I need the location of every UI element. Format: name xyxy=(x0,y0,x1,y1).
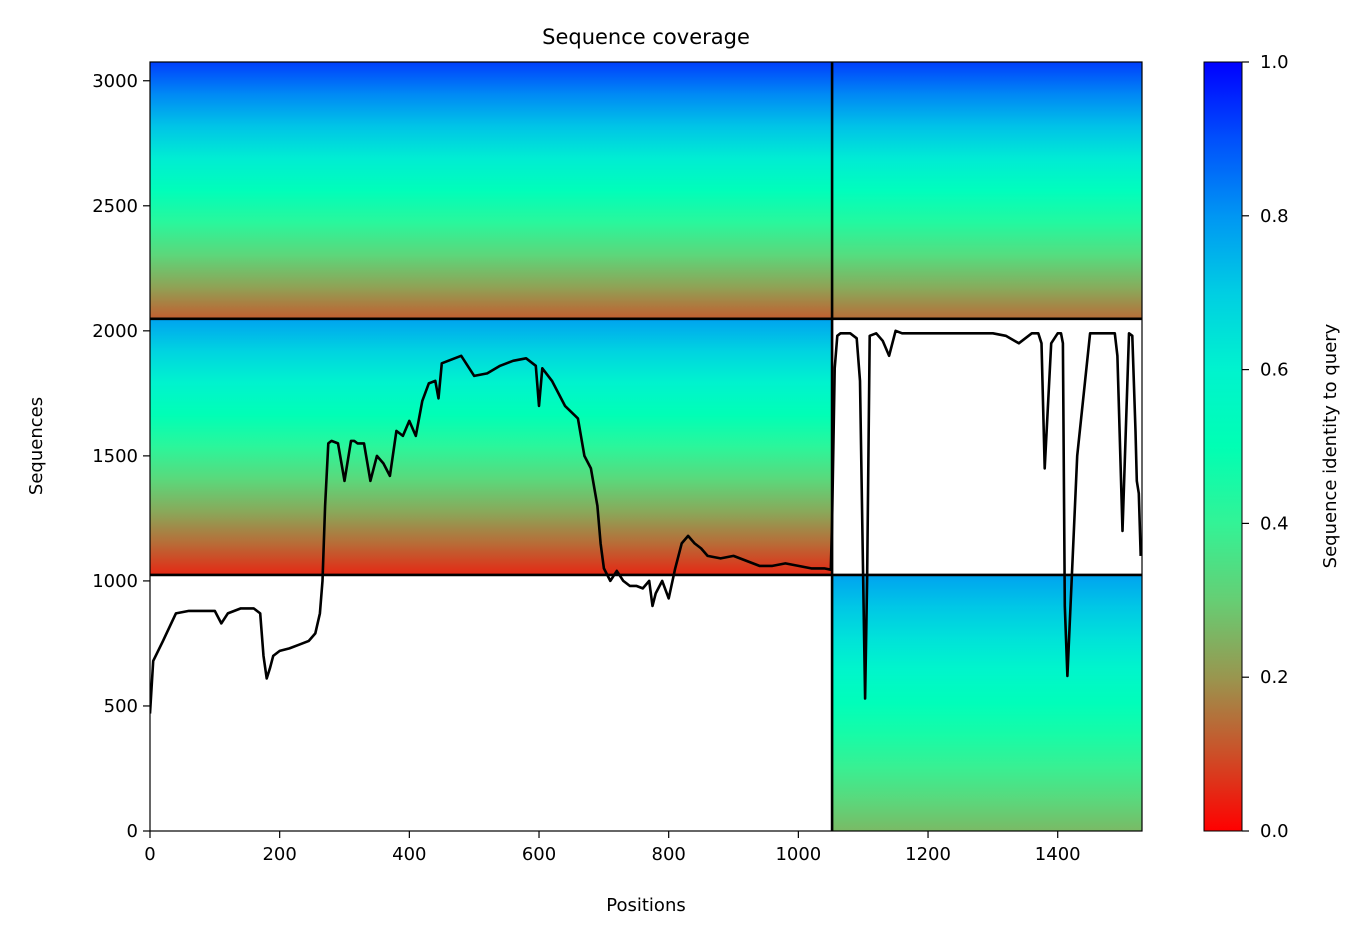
y-tick-label: 1500 xyxy=(92,446,138,467)
x-tick-label: 1000 xyxy=(775,844,821,865)
coverage-heatmap xyxy=(150,62,1142,831)
x-tick-label: 600 xyxy=(522,844,556,865)
y-tick-label: 500 xyxy=(104,696,138,717)
coverage-block xyxy=(832,574,1142,831)
y-tick-label: 2000 xyxy=(92,321,138,342)
x-tick-label: 1400 xyxy=(1035,844,1081,865)
colorbar-tick-label: 0.2 xyxy=(1260,667,1289,688)
colorbar-tick-label: 1.0 xyxy=(1260,52,1289,73)
y-tick-label: 3000 xyxy=(92,71,138,92)
coverage-block xyxy=(150,62,833,319)
coverage-block xyxy=(832,62,1142,319)
colorbar-tick-label: 0.4 xyxy=(1260,513,1289,534)
coverage-block xyxy=(150,318,833,575)
y-tick-label: 0 xyxy=(127,821,138,842)
coverage-line xyxy=(150,329,1142,714)
colorbar xyxy=(1203,61,1243,832)
colorbar-tick-label: 0.0 xyxy=(1260,821,1289,842)
x-tick-label: 1200 xyxy=(905,844,951,865)
y-tick-label: 1000 xyxy=(92,571,138,592)
coverage-polyline xyxy=(150,329,1142,714)
y-axis-ticks: 0 500 1000 1500 2000 2500 3000 xyxy=(92,71,150,842)
colorbar-ticks: 0.0 0.2 0.4 0.6 0.8 1.0 xyxy=(1242,52,1289,842)
x-tick-label: 0 xyxy=(144,844,155,865)
plot-frame xyxy=(149,61,1143,832)
x-tick-label: 200 xyxy=(262,844,296,865)
y-axis-label: Sequences xyxy=(26,397,47,495)
y-tick-label: 2500 xyxy=(92,196,138,217)
colorbar-tick-label: 0.8 xyxy=(1260,206,1289,227)
x-axis-label: Positions xyxy=(606,895,685,916)
x-axis-ticks: 0 200 400 600 800 1000 1200 1400 xyxy=(144,831,1081,865)
colorbar-label: Sequence identity to query xyxy=(1320,323,1341,568)
chart-title: Sequence coverage xyxy=(542,25,750,49)
x-tick-label: 400 xyxy=(392,844,426,865)
colorbar-tick-label: 0.6 xyxy=(1260,360,1289,381)
x-tick-label: 800 xyxy=(652,844,686,865)
